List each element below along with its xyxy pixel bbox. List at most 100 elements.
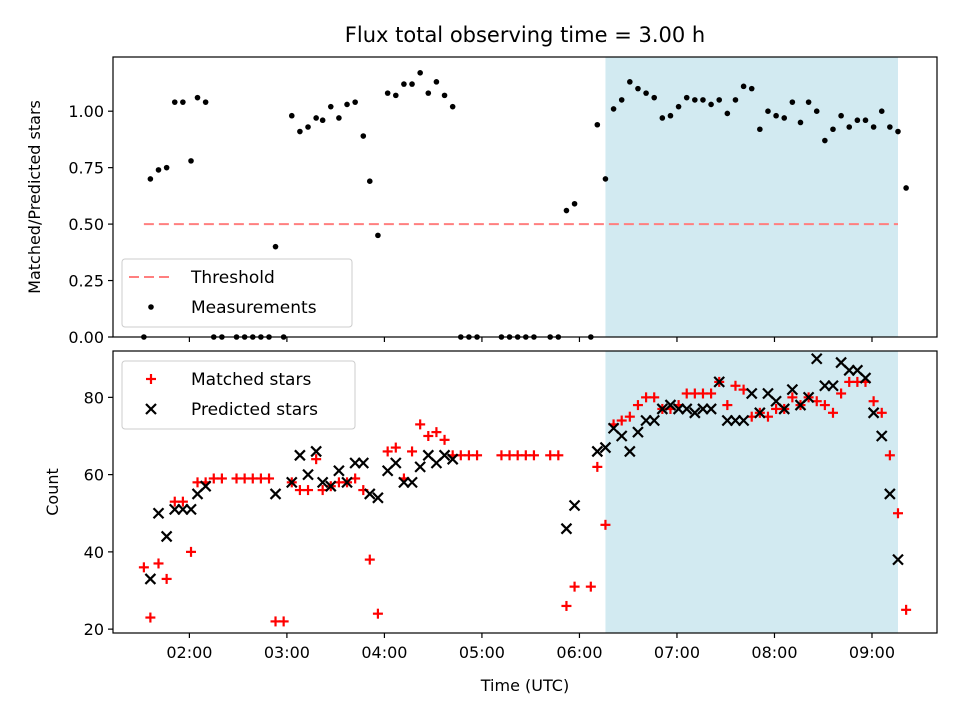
measurement-point (163, 164, 170, 171)
matched-point (390, 442, 401, 453)
predicted-point (325, 480, 337, 492)
measurement-point (683, 94, 690, 101)
matched-point (528, 450, 539, 461)
measurement-point (336, 115, 342, 121)
measurement-point (635, 85, 641, 92)
predicted-point (754, 407, 766, 419)
matched-point (177, 496, 188, 507)
matched-point (161, 573, 172, 584)
predicted-point (364, 488, 376, 500)
measurement-point (313, 115, 319, 121)
ratio-legend-box (121, 258, 353, 328)
measurement-point (352, 99, 358, 105)
measurement-point (887, 124, 893, 130)
ratio-shaded-region (605, 57, 898, 337)
measurement-point (700, 97, 706, 103)
predicted-point (414, 461, 426, 473)
measurement-point (732, 97, 739, 103)
ratio-y-axis-label: Matched/Predicted stars (25, 100, 44, 294)
matched-point (624, 411, 635, 422)
matched-point (836, 388, 847, 399)
ratio-axes-frame (112, 56, 938, 338)
count-xtick-label: 08:00 (751, 643, 797, 662)
predicted-point (294, 449, 306, 462)
measurement-point (433, 79, 440, 85)
measurement-point (667, 112, 674, 119)
measurement-point (773, 112, 779, 119)
measurement-point (789, 99, 796, 105)
matched-point (561, 600, 572, 611)
predicted-point (560, 522, 573, 535)
matched-point (145, 612, 156, 623)
measurement-point (716, 97, 723, 103)
matched-point (787, 392, 798, 403)
measurement-point (272, 243, 279, 250)
matched-point (364, 554, 375, 565)
measurement-point (643, 90, 649, 96)
predicted-point (341, 476, 353, 489)
predicted-point (302, 468, 314, 481)
matched-point (407, 446, 418, 457)
ratio-ytick-label: 0.50 (68, 215, 104, 234)
measurement-point (305, 124, 311, 130)
matched-point (472, 450, 483, 461)
matched-point (876, 407, 887, 418)
measurement-point (903, 185, 909, 191)
predicted-point (390, 457, 402, 469)
measurement-point (610, 106, 617, 112)
matched-point (431, 427, 442, 438)
measurements-legend-swatch (148, 304, 154, 310)
measurement-point (288, 112, 295, 119)
measurement-point (870, 124, 877, 130)
measurement-point (180, 99, 186, 105)
matched-point (153, 558, 164, 569)
chart-title: Flux total observing time = 3.00 h (345, 23, 705, 47)
ratio-panel: 0.00 0.25 0.50 0.75 1.00 Matched/Predicted s… (25, 56, 938, 347)
measurement-point (449, 103, 456, 110)
measurement-point (409, 81, 415, 87)
count-xtick-label: 03:00 (264, 643, 310, 662)
count-panel: 20 40 60 80 02:00 03:00 04:00 05:00 06:00 07:00 0… (43, 350, 938, 695)
measurement-point (147, 176, 154, 182)
measurement-point (441, 92, 448, 99)
measurement-point (708, 101, 714, 108)
x-axis-label: Time (UTC) (480, 676, 569, 695)
predicted-point (285, 476, 298, 489)
predicted-point (689, 407, 701, 419)
count-ytick-label: 60 (84, 466, 104, 485)
count-xtick-label: 02:00 (166, 643, 212, 662)
predicted-point (664, 399, 677, 411)
measurement-point (692, 97, 698, 103)
measurements-legend-label: Measurements (191, 298, 317, 318)
predicted-point (786, 383, 799, 396)
measurement-point (846, 124, 853, 130)
measurement-point (838, 112, 844, 119)
predicted-point (737, 414, 750, 427)
predicted-point (372, 492, 384, 504)
predicted-point (357, 457, 370, 469)
predicted-point (269, 488, 282, 500)
measurement-point (392, 92, 399, 99)
measurement-point (297, 128, 303, 135)
measurement-point (724, 110, 731, 117)
measurement-point (797, 119, 804, 126)
matched-point (372, 608, 383, 619)
measurement-point (171, 99, 178, 105)
measurement-point (602, 176, 609, 182)
ratio-ytick-label: 0.00 (68, 328, 104, 347)
measurement-point (425, 90, 432, 96)
matched-point (827, 407, 838, 418)
matched-point (868, 396, 879, 407)
predicted-point (438, 449, 451, 462)
matched-point (884, 450, 895, 461)
count-ytick-label: 20 (84, 620, 104, 639)
count-xtick-label: 05:00 (459, 643, 505, 662)
matched-point (216, 473, 227, 484)
matched-point (423, 430, 434, 441)
matched-point (600, 519, 611, 530)
measurement-point (822, 137, 828, 144)
predicted-legend-swatch (145, 403, 157, 415)
predicted-point (656, 403, 669, 415)
measurement-point (862, 117, 869, 124)
matched-point (138, 562, 149, 573)
